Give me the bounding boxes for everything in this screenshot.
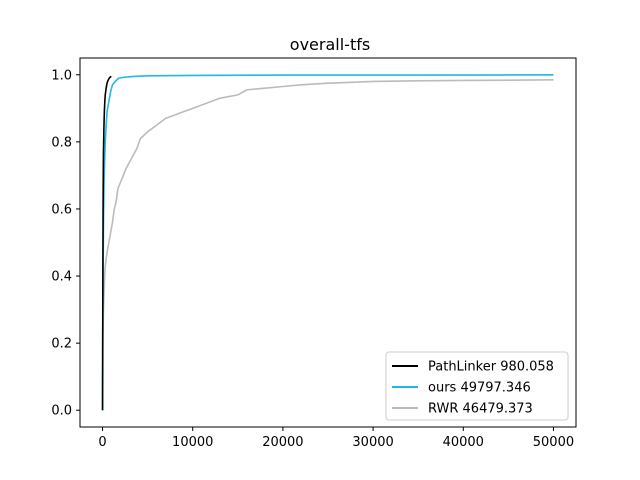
legend-label-0: PathLinker 980.058 [428,360,554,375]
series-line-0 [101,75,112,411]
y-tick-label: 0.8 [51,135,72,150]
x-tick-label: 0 [98,435,106,450]
axes-frame [79,57,577,428]
y-tick-label: 0.2 [51,337,72,352]
y-tick-label: 0.0 [51,404,72,419]
chart-title: overall-tfs [290,35,370,54]
legend-box [385,351,569,421]
x-tick-label: 30000 [352,435,393,450]
series-line-2 [101,79,554,411]
y-tick-label: 0.4 [51,270,72,285]
y-axis: 0.0 0.2 0.4 0.6 0.8 1.0 [51,68,80,419]
y-tick-label: 0.6 [51,202,72,217]
x-tick-label: 50000 [533,435,574,450]
legend-label-2: RWR 46479.373 [428,402,533,417]
y-tick-label: 1.0 [51,68,72,83]
series-layer [101,73,554,411]
legend: PathLinker 980.058 ours 49797.346 RWR 4647… [385,351,569,421]
x-tick-label: 40000 [443,435,484,450]
x-tick-label: 20000 [262,435,303,450]
x-axis: 0 10000 20000 30000 40000 50000 [98,427,574,450]
legend-label-1: ours 49797.346 [428,381,531,396]
x-tick-label: 10000 [172,435,213,450]
